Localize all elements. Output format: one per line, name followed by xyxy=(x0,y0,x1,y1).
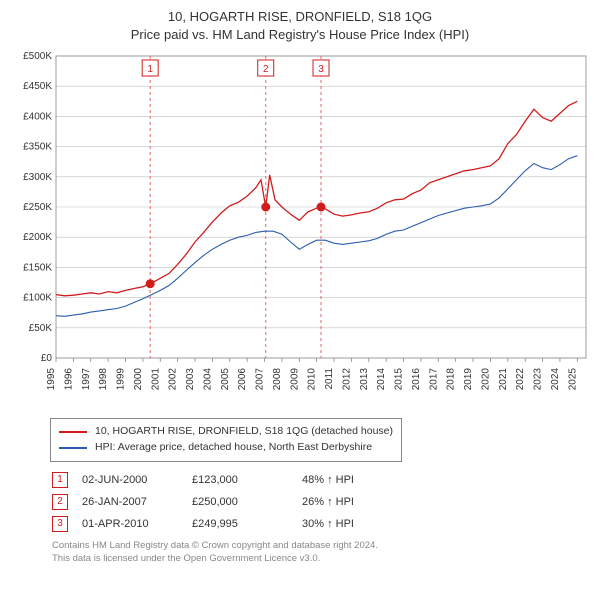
x-tick-label: 2025 xyxy=(567,368,578,391)
legend-box: 10, HOGARTH RISE, DRONFIELD, S18 1QG (de… xyxy=(50,418,402,462)
series-hpi xyxy=(56,156,577,317)
x-tick-label: 2015 xyxy=(394,368,405,391)
x-tick-label: 2024 xyxy=(550,368,561,391)
y-tick-label: £300K xyxy=(23,172,52,183)
y-tick-label: £350K xyxy=(23,142,52,153)
x-tick-label: 1997 xyxy=(81,368,92,391)
sale-markers-table: 1 02-JUN-2000£123,00048% ↑ HPI 2 26-JAN-200… xyxy=(52,472,570,532)
x-tick-label: 2006 xyxy=(237,368,248,391)
y-tick-label: £250K xyxy=(23,202,52,213)
title-subtitle: Price paid vs. HM Land Registry's House … xyxy=(10,26,590,44)
marker-table-badge: 1 xyxy=(52,472,68,488)
y-tick-label: £400K xyxy=(23,112,52,123)
legend-row: HPI: Average price, detached house, Nort… xyxy=(59,440,393,456)
sale-marker-number: 3 xyxy=(318,64,324,75)
footer-line-1: Contains HM Land Registry data © Crown c… xyxy=(52,540,570,553)
y-tick-label: £450K xyxy=(23,82,52,93)
y-tick-label: £500K xyxy=(23,51,52,62)
x-tick-label: 1998 xyxy=(98,368,109,391)
legend-swatch xyxy=(59,447,87,449)
x-tick-label: 2001 xyxy=(150,368,161,391)
sale-marker-number: 1 xyxy=(147,64,153,75)
title-address: 10, HOGARTH RISE, DRONFIELD, S18 1QG xyxy=(10,8,590,26)
marker-price: £123,000 xyxy=(192,474,302,486)
x-tick-label: 2005 xyxy=(220,368,231,391)
marker-table-row: 2 26-JAN-2007£250,00026% ↑ HPI xyxy=(52,494,570,510)
sale-marker-number: 2 xyxy=(263,64,269,75)
y-tick-label: £0 xyxy=(41,353,53,364)
marker-table-badge: 3 xyxy=(52,516,68,532)
marker-pct-vs-hpi: 48% ↑ HPI xyxy=(302,474,422,486)
footer-line-2: This data is licensed under the Open Gov… xyxy=(52,553,570,566)
y-tick-label: £50K xyxy=(29,323,53,334)
x-tick-label: 2008 xyxy=(272,368,283,391)
chart-svg: £0 £50K £100K £150K £200K £250K £300K £350K £400… xyxy=(10,50,590,410)
y-tick-label: £200K xyxy=(23,233,52,244)
x-tick-label: 2014 xyxy=(376,368,387,391)
x-tick-label: 2020 xyxy=(480,368,491,391)
marker-date: 26-JAN-2007 xyxy=(82,496,192,508)
x-tick-label: 2003 xyxy=(185,368,196,391)
y-tick-label: £100K xyxy=(23,293,52,304)
chart-titles: 10, HOGARTH RISE, DRONFIELD, S18 1QG Pri… xyxy=(10,8,590,44)
chart-area: £0 £50K £100K £150K £200K £250K £300K £350K £400… xyxy=(10,50,590,410)
x-tick-label: 2019 xyxy=(463,368,474,391)
marker-pct-vs-hpi: 26% ↑ HPI xyxy=(302,496,422,508)
x-tick-label: 1996 xyxy=(63,368,74,391)
x-tick-label: 2022 xyxy=(515,368,526,391)
y-tick-label: £150K xyxy=(23,263,52,274)
x-tick-label: 1999 xyxy=(116,368,127,391)
legend-label: HPI: Average price, detached house, Nort… xyxy=(95,440,372,456)
x-tick-label: 2012 xyxy=(341,368,352,391)
x-tick-label: 2013 xyxy=(359,368,370,391)
marker-pct-vs-hpi: 30% ↑ HPI xyxy=(302,518,422,530)
x-tick-label: 2002 xyxy=(168,368,179,391)
x-tick-label: 2010 xyxy=(307,368,318,391)
marker-price: £249,995 xyxy=(192,518,302,530)
x-tick-label: 2007 xyxy=(255,368,266,391)
legend-label: 10, HOGARTH RISE, DRONFIELD, S18 1QG (de… xyxy=(95,424,393,440)
x-tick-label: 2016 xyxy=(411,368,422,391)
x-tick-label: 2018 xyxy=(446,368,457,391)
marker-date: 02-JUN-2000 xyxy=(82,474,192,486)
marker-table-badge: 2 xyxy=(52,494,68,510)
x-tick-label: 2000 xyxy=(133,368,144,391)
marker-price: £250,000 xyxy=(192,496,302,508)
marker-date: 01-APR-2010 xyxy=(82,518,192,530)
x-tick-label: 1995 xyxy=(46,368,57,391)
x-tick-label: 2004 xyxy=(202,368,213,391)
x-tick-label: 2011 xyxy=(324,368,335,390)
marker-table-row: 3 01-APR-2010£249,99530% ↑ HPI xyxy=(52,516,570,532)
legend-swatch xyxy=(59,431,87,433)
x-tick-label: 2023 xyxy=(533,368,544,391)
x-tick-label: 2009 xyxy=(289,368,300,391)
x-tick-label: 2017 xyxy=(428,368,439,391)
attribution-footer: Contains HM Land Registry data © Crown c… xyxy=(52,540,570,566)
x-tick-label: 2021 xyxy=(498,368,509,391)
legend-row: 10, HOGARTH RISE, DRONFIELD, S18 1QG (de… xyxy=(59,424,393,440)
marker-table-row: 1 02-JUN-2000£123,00048% ↑ HPI xyxy=(52,472,570,488)
